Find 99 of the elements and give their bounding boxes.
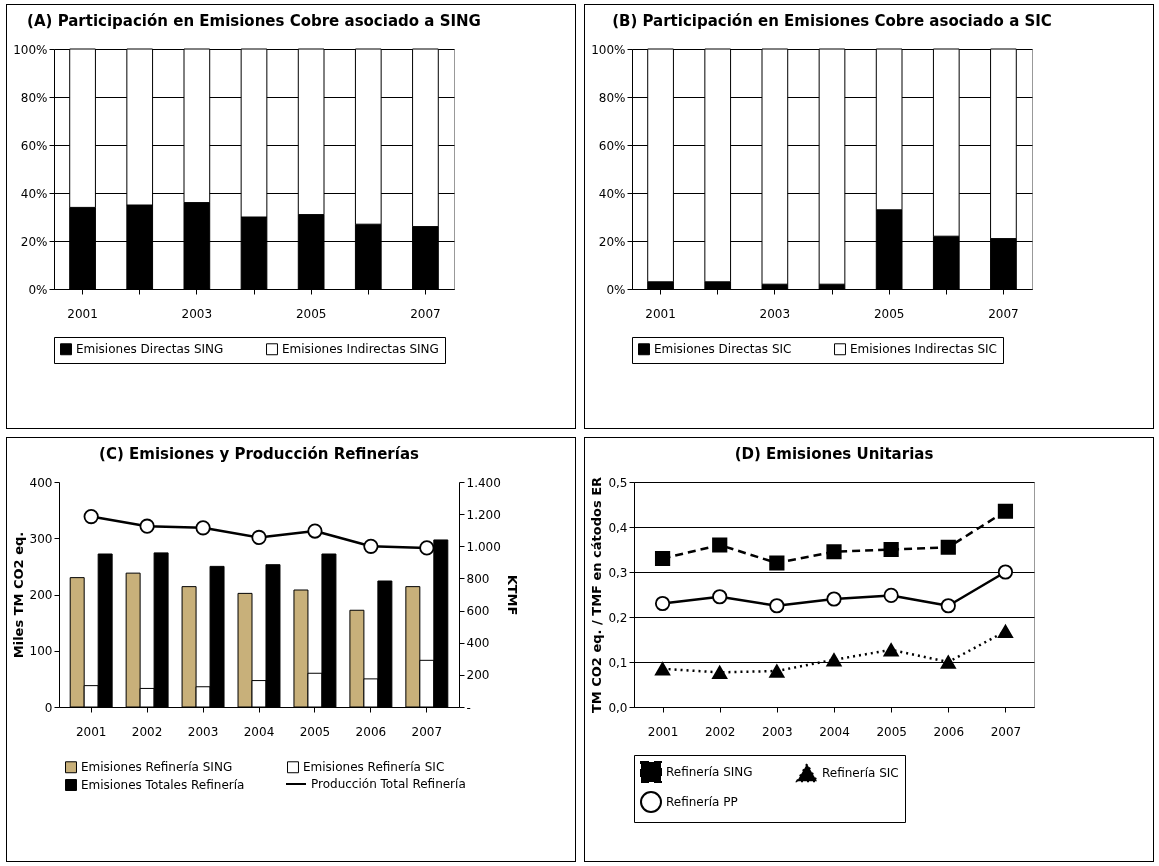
point <box>940 539 956 555</box>
point <box>712 665 728 680</box>
y2-tick-label: 400 <box>466 636 490 651</box>
x-tick-label: 2007 <box>990 724 1022 739</box>
y-tick-label: 300 <box>29 531 53 546</box>
point <box>826 544 842 560</box>
y-tick-label: 60% <box>20 138 48 153</box>
point <box>654 550 671 567</box>
y2-axis-title: KTMF <box>504 574 520 616</box>
chart-title: (A) Participación en Emisiones Cobre asociado a SING <box>27 12 481 30</box>
point <box>769 598 785 614</box>
y-tick-label: 0% <box>28 282 48 297</box>
point <box>883 541 899 558</box>
y-tick-label: 0,5 <box>608 475 628 490</box>
legend-label: Emisiones Indirectas SING <box>282 342 439 357</box>
y-tick-label: 40% <box>20 186 48 201</box>
point <box>997 564 1014 580</box>
point <box>139 518 155 534</box>
point <box>712 537 728 553</box>
x-tick-label: 2001 <box>645 306 676 321</box>
x-tick-label: 2001 <box>647 724 679 739</box>
y2-tick-label: 1.200 <box>466 507 501 522</box>
y-tick-label: 60% <box>598 138 626 153</box>
y-tick-label: 0,4 <box>608 520 628 535</box>
y2-tick-label: - <box>466 700 471 715</box>
y2-tick-label: 200 <box>466 668 490 683</box>
y-tick-label: 40% <box>598 186 626 201</box>
x-tick-label: 2003 <box>762 724 793 739</box>
legend-label: Emisiones Directas SING <box>76 342 224 357</box>
legend-label: Refinería SING <box>666 765 753 779</box>
y-tick-label: 200 <box>29 588 53 602</box>
point <box>251 529 267 546</box>
point <box>769 555 785 571</box>
point <box>654 595 671 612</box>
y-tick-label: 0,1 <box>608 655 628 670</box>
x-tick-label: 2004 <box>243 724 275 739</box>
x-tick-label: 2002 <box>704 724 736 739</box>
y-tick-label: 0,3 <box>608 565 628 580</box>
legend-label: Emisiones Refinería SING <box>81 760 233 775</box>
x-tick-label: 2007 <box>988 306 1019 321</box>
x-tick-label: 2006 <box>933 724 965 739</box>
legend-label: Refinería SIC <box>822 765 899 780</box>
y-tick-label: 80% <box>598 90 626 105</box>
point <box>997 503 1014 519</box>
legend-label: Emisiones Directas SIC <box>654 342 792 357</box>
chart-title: (C) Emisiones y Producción Refinerías <box>99 445 419 463</box>
x-tick-label: 2005 <box>876 724 907 739</box>
y-tick-label: 20% <box>598 234 626 249</box>
y2-tick-label: 800 <box>466 571 490 586</box>
point <box>940 655 956 669</box>
y-tick-label: 80% <box>20 90 48 105</box>
point <box>363 538 379 554</box>
point <box>307 523 323 539</box>
x-tick-label: 2006 <box>355 724 387 739</box>
x-tick-label: 2004 <box>819 724 850 739</box>
point <box>195 520 211 536</box>
x-tick-label: 2003 <box>187 724 219 739</box>
y-tick-label: 100 <box>29 644 53 659</box>
y-tick-label: 20% <box>20 234 48 249</box>
y-tick-label: 0,0 <box>608 700 628 715</box>
point <box>712 589 728 605</box>
y-axis-title: Miles TM CO2 eq. <box>10 531 26 659</box>
y-tick-label: 100% <box>13 42 48 57</box>
y-tick-label: 0,2 <box>608 610 628 625</box>
point <box>419 540 435 556</box>
point <box>826 591 842 607</box>
point <box>883 587 899 603</box>
x-tick-label: 2001 <box>75 724 107 739</box>
x-tick-label: 2007 <box>410 306 441 321</box>
y-tick-label: 100% <box>591 42 626 57</box>
x-tick-label: 2005 <box>295 306 327 321</box>
point <box>940 598 956 614</box>
y-tick-label: 0% <box>606 282 626 297</box>
legend-label: Emisiones Refinería SIC <box>303 760 445 775</box>
point <box>997 624 1014 639</box>
x-tick-label: 2003 <box>181 306 213 321</box>
y-axis-title: TM CO2 eq. / TMF en cátodos ER <box>589 476 605 714</box>
x-tick-label: 2007 <box>411 724 443 739</box>
chart-title: (B) Participación en Emisiones Cobre asociado a SIC <box>612 12 1052 30</box>
legend-label: Emisiones Indirectas SIC <box>850 342 997 357</box>
x-tick-label: 2005 <box>873 306 905 321</box>
chart-title: (D) Emisiones Unitarias <box>734 445 934 463</box>
x-tick-label: 2003 <box>759 306 791 321</box>
point <box>654 662 671 676</box>
y2-tick-label: 600 <box>466 604 490 619</box>
y-tick-label: 0 <box>44 700 53 715</box>
legend-label: Emisiones Totales Refinería <box>81 778 245 792</box>
point <box>883 643 899 657</box>
point <box>83 508 99 525</box>
x-tick-label: 2005 <box>299 724 331 739</box>
point <box>769 664 785 678</box>
y2-tick-label: 1.400 <box>466 475 501 490</box>
x-tick-label: 2002 <box>131 724 163 739</box>
x-tick-label: 2001 <box>67 306 98 321</box>
point <box>826 653 842 667</box>
y2-tick-label: 1.000 <box>466 539 501 554</box>
y-tick-label: 400 <box>29 475 53 490</box>
legend-label: Refinería PP <box>666 795 738 809</box>
legend-label: Producción Total Refinería <box>311 777 466 791</box>
